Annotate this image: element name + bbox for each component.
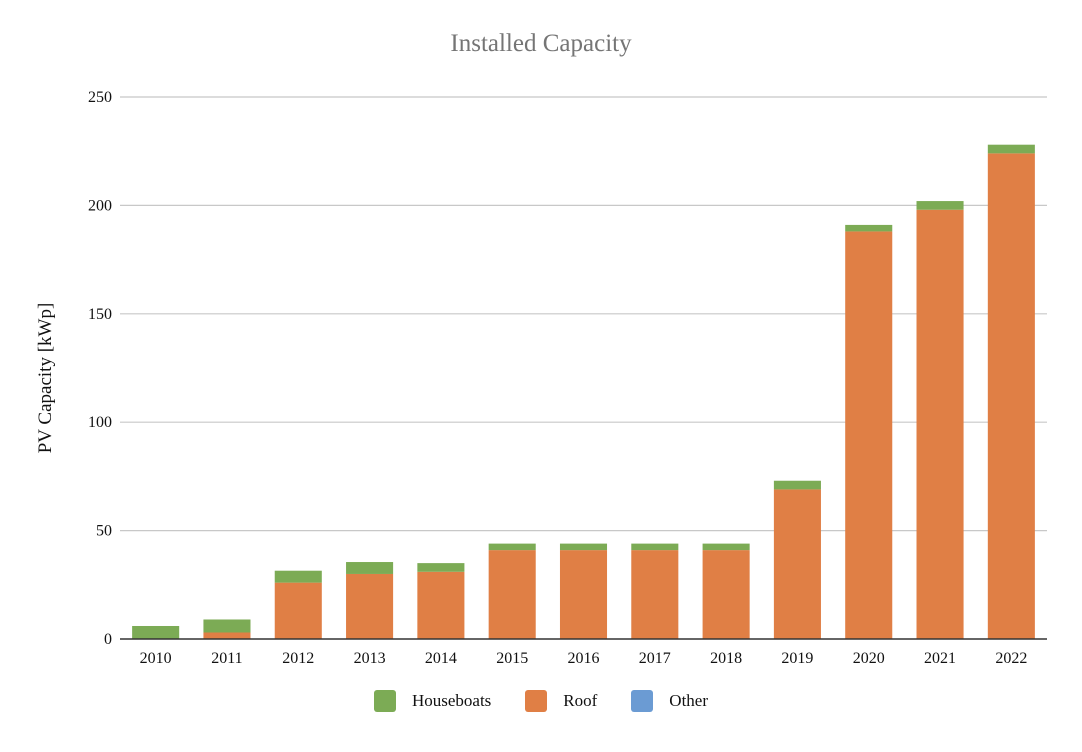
x-tick-label: 2012 [282,650,314,667]
bar-roof-2014 [417,571,465,639]
bar-houseboats-2022 [987,144,1035,154]
y-axis-label: PV Capacity [kWp] [35,302,56,454]
legend-label-roof: Roof [563,691,598,710]
bar-roof-2020 [845,231,893,639]
bar-houseboats-2016 [559,543,608,551]
bar-roof-2022 [987,153,1035,640]
bar-roof-2018 [702,550,750,639]
bar-houseboats-2013 [346,562,394,574]
bar-houseboats-2021 [916,201,964,210]
bar-roof-2021 [916,209,964,639]
y-tick-label: 250 [88,89,112,106]
bar-roof-2013 [346,573,394,639]
legend-item-houseboats[interactable]: Houseboats [373,690,492,712]
x-tick-label: 2015 [496,650,528,667]
legend-swatch-roof [525,690,548,712]
x-tick-label: 2018 [710,650,742,667]
legend-swatch-houseboats [373,690,396,712]
bar-houseboats-2020 [845,224,893,232]
bar-houseboats-2012 [274,570,322,583]
bar-houseboats-2015 [488,543,536,551]
bar-roof-2019 [773,489,821,639]
x-tick-label: 2013 [354,650,386,667]
x-tick-label: 2017 [639,650,671,667]
x-tick-label: 2022 [995,650,1027,667]
x-tick-label: 2011 [211,650,242,667]
legend-swatch-other [631,690,654,712]
bar-roof-2017 [631,550,679,639]
x-tick-label: 2019 [781,650,813,667]
legend-item-roof[interactable]: Roof [525,690,597,712]
legend: Houseboats Roof Other [0,690,1082,712]
x-tick-label: 2021 [924,650,956,667]
legend-label-other: Other [669,691,709,710]
x-tick-label: 2010 [140,650,172,667]
x-tick-label: 2014 [425,650,457,667]
legend-item-other[interactable]: Other [631,690,708,712]
y-tick-label: 150 [88,306,112,323]
x-tick-label: 2020 [853,650,885,667]
x-tick-label: 2016 [568,650,600,667]
bar-houseboats-2018 [702,543,750,551]
bar-houseboats-2010 [132,625,180,639]
bar-roof-2011 [203,632,251,639]
bar-houseboats-2014 [417,563,465,572]
bar-roof-2016 [559,550,608,639]
legend-label-houseboats: Houseboats [411,691,492,710]
bar-roof-2015 [488,550,536,639]
bar-roof-2012 [274,582,322,639]
chart-title: Installed Capacity [450,30,632,57]
bar-houseboats-2019 [773,480,821,490]
y-tick-label: 0 [104,631,112,648]
bar-houseboats-2011 [203,619,251,633]
bar-houseboats-2017 [631,543,679,551]
y-tick-label: 50 [96,523,112,540]
y-tick-label: 100 [88,414,112,431]
y-tick-label: 200 [88,197,112,214]
